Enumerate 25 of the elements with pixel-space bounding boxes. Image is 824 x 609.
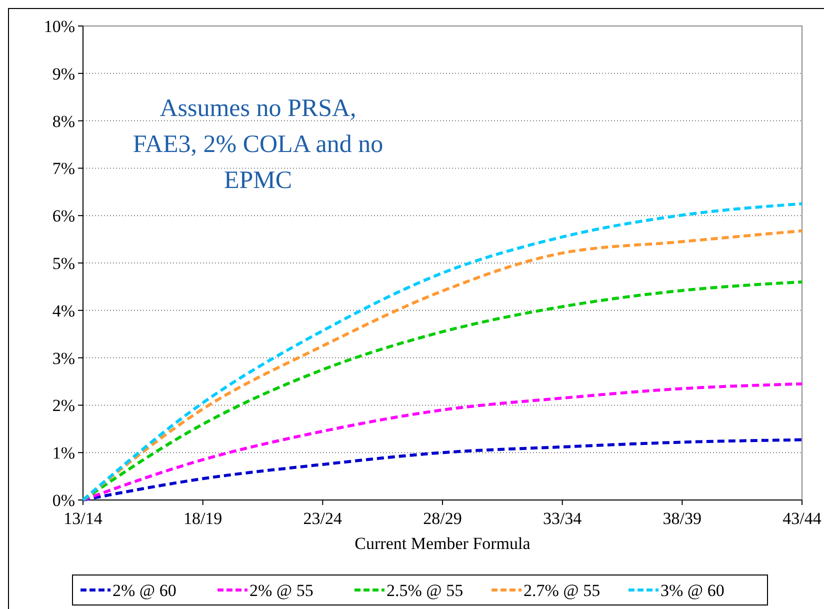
x-tick-label: 18/19 <box>183 509 222 528</box>
annotation: Assumes no PRSA, FAE3, 2% COLA and no EPMC <box>132 95 384 194</box>
x-tick-label: 43/44 <box>782 509 822 528</box>
y-tick-label: 6% <box>52 206 75 226</box>
legend-label: 2% @ 55 <box>250 580 314 600</box>
legend-label: 2.7% @ 55 <box>524 580 600 600</box>
x-tick-label: 28/29 <box>423 509 462 528</box>
y-tick-label: 1% <box>52 444 75 463</box>
legend-label: 3% @ 60 <box>660 580 724 600</box>
y-tick-label: 10% <box>44 16 75 36</box>
x-tick-label: 23/24 <box>303 509 343 528</box>
y-tick-label: 2% <box>52 396 75 416</box>
y-tick-label: 3% <box>52 348 75 368</box>
x-tick-label: 38/39 <box>662 509 702 528</box>
x-axis-title: Current Member Formula <box>354 534 531 553</box>
y-tick-label: 8% <box>52 112 75 131</box>
x-tick-label: 13/14 <box>64 509 103 528</box>
x-tick-label: 33/34 <box>542 509 582 528</box>
legend-label: 2% @ 60 <box>112 580 176 600</box>
y-tick-label: 9% <box>52 64 75 84</box>
y-tick-label: 0% <box>52 490 75 510</box>
y-tick-label: 7% <box>52 159 75 178</box>
y-tick-label: 4% <box>52 301 75 320</box>
y-tick-label: 5% <box>52 254 75 273</box>
legend-label: 2.5% @ 55 <box>386 580 464 600</box>
